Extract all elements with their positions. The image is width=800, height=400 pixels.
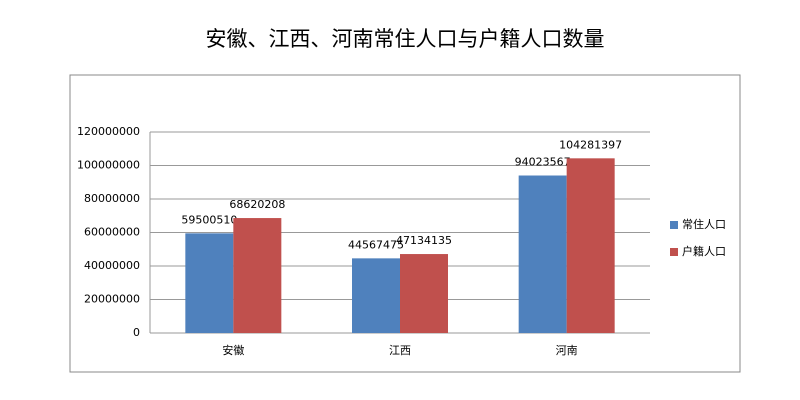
y-tick-label: 60000000 xyxy=(84,226,140,239)
legend-swatch xyxy=(670,248,678,256)
data-label: 104281397 xyxy=(559,138,622,151)
data-label: 44567475 xyxy=(348,238,404,251)
bar xyxy=(400,254,448,333)
data-label: 68620208 xyxy=(229,198,285,211)
data-label: 47134135 xyxy=(396,234,452,247)
legend-label: 常住人口 xyxy=(682,217,726,231)
bar xyxy=(233,218,282,333)
legend-label: 户籍人口 xyxy=(682,244,726,258)
y-tick-label: 80000000 xyxy=(84,192,140,205)
bar xyxy=(566,158,615,333)
bar xyxy=(518,175,567,333)
x-tick-label: 江西 xyxy=(389,344,411,357)
y-tick-label: 0 xyxy=(133,326,140,339)
x-tick-label: 安徽 xyxy=(222,343,244,357)
chart-title: 安徽、江西、河南常住人口与户籍人口数量 xyxy=(206,27,605,51)
chart-frame xyxy=(69,74,741,373)
y-tick-label: 120000000 xyxy=(77,125,140,138)
y-tick-label: 20000000 xyxy=(84,293,140,306)
bar xyxy=(352,258,400,333)
bar xyxy=(185,233,234,333)
y-tick-label: 100000000 xyxy=(77,159,140,172)
y-tick-label: 40000000 xyxy=(84,259,140,272)
legend-swatch xyxy=(670,221,678,229)
x-tick-label: 河南 xyxy=(556,344,578,357)
data-label: 94023567 xyxy=(515,156,571,169)
data-label: 59500510 xyxy=(181,213,237,226)
